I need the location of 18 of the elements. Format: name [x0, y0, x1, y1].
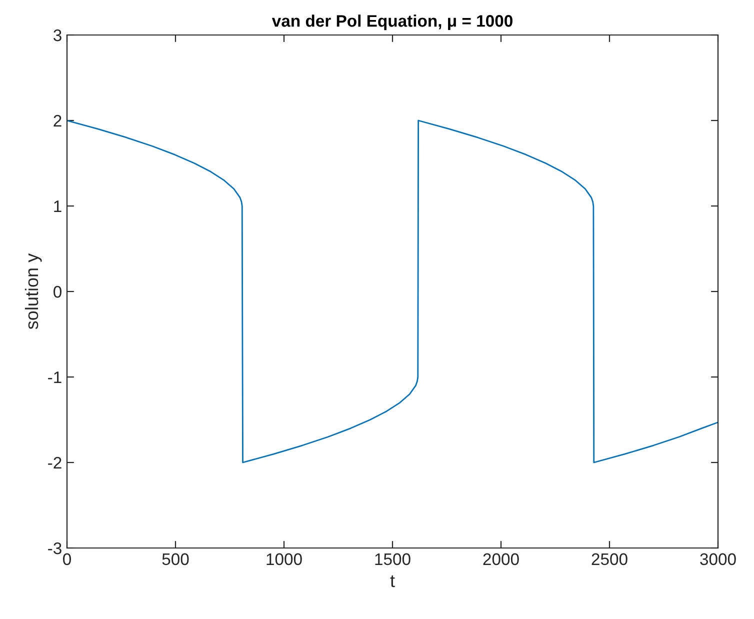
x-tick-label: 0 — [63, 553, 71, 566]
x-tick-label: 2500 — [592, 553, 628, 566]
y-tick-label: -1 — [48, 372, 62, 384]
chart-title: van der Pol Equation, μ = 1000 — [272, 14, 512, 30]
x-tick-label: 3000 — [700, 553, 736, 566]
y-tick-label: 1 — [54, 200, 62, 212]
y-axis-title: solution y — [24, 253, 42, 330]
x-tick-label: 2000 — [483, 553, 519, 566]
x-tick-label: 1000 — [266, 553, 302, 566]
x-axis-title: t — [390, 575, 395, 588]
x-tick-label: 1500 — [375, 553, 410, 566]
line-series — [67, 120, 718, 464]
y-tick-label: -3 — [48, 542, 62, 554]
y-tick-label: -2 — [48, 456, 62, 469]
y-tick-label: 2 — [54, 114, 62, 127]
x-tick-label: 500 — [162, 553, 189, 566]
y-tick-label: 0 — [54, 286, 62, 298]
y-tick-label: 3 — [54, 29, 62, 42]
